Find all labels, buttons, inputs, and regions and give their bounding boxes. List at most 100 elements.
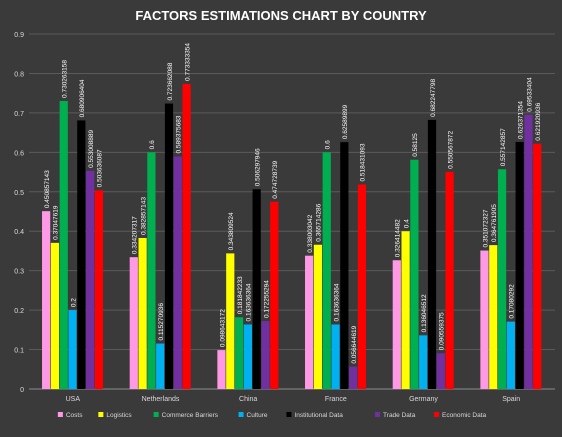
bar: [68, 310, 77, 389]
y-tick-label: 0: [20, 387, 24, 394]
bar: [243, 324, 252, 389]
data-label: 0.6: [325, 140, 332, 149]
bar: [50, 242, 60, 389]
bar: [156, 343, 165, 389]
bar: [331, 324, 340, 389]
bar: [480, 250, 489, 389]
data-label: 0.680906404: [79, 79, 86, 117]
data-label: 0.163636364: [246, 283, 253, 321]
bar: [182, 83, 191, 389]
bar: [252, 189, 261, 389]
bar: [164, 103, 174, 389]
bar: [77, 120, 86, 389]
data-label: 0.382857143: [140, 197, 147, 235]
legend-label: Culture: [247, 412, 268, 419]
data-label: 0.115270936: [158, 303, 165, 341]
y-tick-label: 0.5: [14, 190, 24, 197]
x-tick-label: France: [325, 396, 347, 403]
data-label: 0.730263158: [62, 60, 69, 98]
bar: [401, 231, 410, 389]
x-axis: USA Netherlands China France Germany Spain: [66, 396, 521, 403]
data-label: 0.723662088: [167, 62, 174, 100]
x-tick-label: Germany: [409, 396, 438, 403]
bar: [322, 152, 331, 389]
bar: [515, 141, 524, 389]
data-label: 0.589375683: [176, 115, 183, 153]
data-label: 0.181842233: [237, 276, 244, 314]
legend-label: Costs: [66, 412, 83, 419]
bar: [234, 317, 244, 389]
legend: Costs Logistics Commerce Barriers Culture In…: [57, 412, 487, 419]
data-label: 0.343809524: [228, 212, 235, 250]
legend-swatch: [286, 412, 292, 417]
data-label: 0.62589899: [342, 104, 349, 139]
data-label: 0.351072327: [482, 209, 489, 247]
legend-swatch: [57, 412, 63, 417]
data-label: 0.37047619: [53, 205, 60, 240]
bar: [506, 321, 515, 389]
bar: [42, 211, 51, 389]
legend-label: Commerce Barriers: [162, 412, 219, 419]
bar: [427, 119, 437, 389]
data-label: 0.682247798: [430, 79, 437, 117]
legend-swatch: [98, 412, 104, 417]
data-label: 0.6: [149, 140, 156, 149]
y-tick-label: 0.6: [14, 150, 24, 157]
data-label: 0.334207317: [132, 216, 139, 254]
bar: [357, 184, 367, 389]
data-label: 0.474728739: [272, 160, 279, 198]
data-label: 0.338003042: [307, 214, 314, 252]
x-tick-label: China: [239, 396, 257, 403]
legend-label: Logistics: [106, 412, 132, 419]
bar: [445, 171, 454, 389]
y-axis: 0 0.1 0.2 0.3 0.4 0.5 0.6 0.7 0.8 0.9: [14, 32, 24, 394]
data-label: 0.364761905: [491, 204, 498, 242]
data-label: 0.503636087: [97, 149, 104, 187]
bar: [138, 237, 147, 389]
data-label: 0.550567872: [447, 130, 454, 168]
bar: [261, 321, 270, 389]
data-label: 0.58125: [412, 133, 419, 157]
bar: [305, 255, 314, 389]
data-label: 0.365714286: [316, 203, 323, 241]
bar: [419, 335, 428, 389]
data-label: 0.4: [403, 219, 410, 228]
legend-swatch: [153, 412, 159, 417]
gridlines: [29, 33, 555, 390]
data-label: 0.773333354: [184, 43, 191, 81]
legend-swatch: [238, 412, 244, 417]
bar: [340, 142, 349, 389]
bar: [410, 159, 419, 389]
bar: [147, 152, 156, 389]
data-label: 0.553008889: [88, 130, 95, 168]
bar: [94, 190, 104, 389]
y-tick-label: 0.9: [14, 32, 24, 39]
data-label: 0.69533404: [526, 77, 533, 112]
bar: [59, 100, 68, 389]
data-label: 0.621920936: [535, 102, 542, 140]
legend-swatch: [375, 412, 381, 417]
bar: [489, 245, 498, 389]
data-label: 0.056644619: [351, 325, 358, 363]
data-label: 0.506297946: [254, 148, 261, 186]
bar: [436, 353, 445, 389]
data-label: 0.136046512: [421, 294, 428, 332]
x-tick-label: Netherlands: [142, 396, 180, 403]
data-label: 0.2: [70, 298, 77, 307]
chart-title: FACTORS ESTIMATIONS CHART BY COUNTRY: [135, 8, 427, 23]
bar: [533, 143, 542, 389]
x-tick-label: Spain: [502, 396, 520, 403]
bar: [226, 253, 235, 389]
y-tick-label: 0.2: [14, 308, 24, 315]
bar: [524, 114, 533, 390]
y-tick-label: 0.4: [14, 229, 24, 236]
data-label: 0.450857143: [44, 170, 51, 208]
legend-label: Institutional Data: [294, 412, 343, 419]
bar: [392, 260, 401, 389]
data-label: 0.626371354: [517, 101, 524, 139]
y-tick-label: 0.8: [14, 71, 24, 78]
bar: [173, 156, 182, 389]
